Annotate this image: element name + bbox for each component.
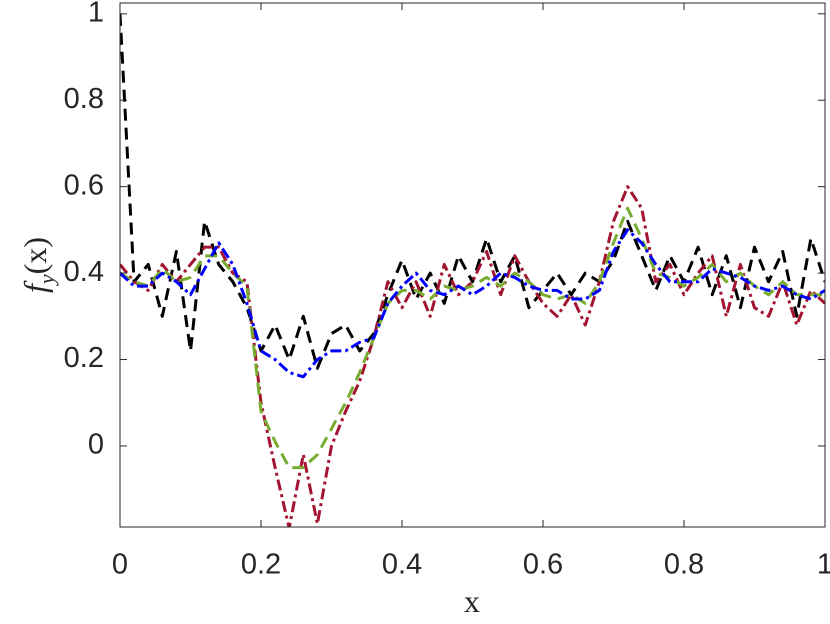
x-tick-label: 0.6 <box>523 549 563 581</box>
y-tick-label: 0.4 <box>64 256 104 288</box>
x-tick-label: 1 <box>817 549 830 581</box>
y-label-rest: (x) <box>17 237 53 274</box>
y-tick-label: 1 <box>88 0 104 28</box>
series-line <box>120 228 825 379</box>
x-tick-label: 0.8 <box>664 549 704 581</box>
y-tick-label: 0.8 <box>64 83 104 115</box>
y-label-sub: y <box>34 274 59 286</box>
axes-box <box>119 2 826 528</box>
x-tick-label: 0.4 <box>382 549 422 581</box>
series-line <box>120 13 825 370</box>
y-axis-label: fy(x) <box>17 237 59 293</box>
y-tick-label: 0 <box>88 429 104 461</box>
x-tick-label: 0.2 <box>241 549 281 581</box>
plot-area <box>120 3 825 527</box>
y-tick-label: 0.2 <box>64 342 104 374</box>
y-tick-label: 0.6 <box>64 169 104 201</box>
series-group <box>120 13 825 527</box>
x-axis-label: x <box>464 583 480 619</box>
x-tick-label: 0 <box>112 549 128 581</box>
